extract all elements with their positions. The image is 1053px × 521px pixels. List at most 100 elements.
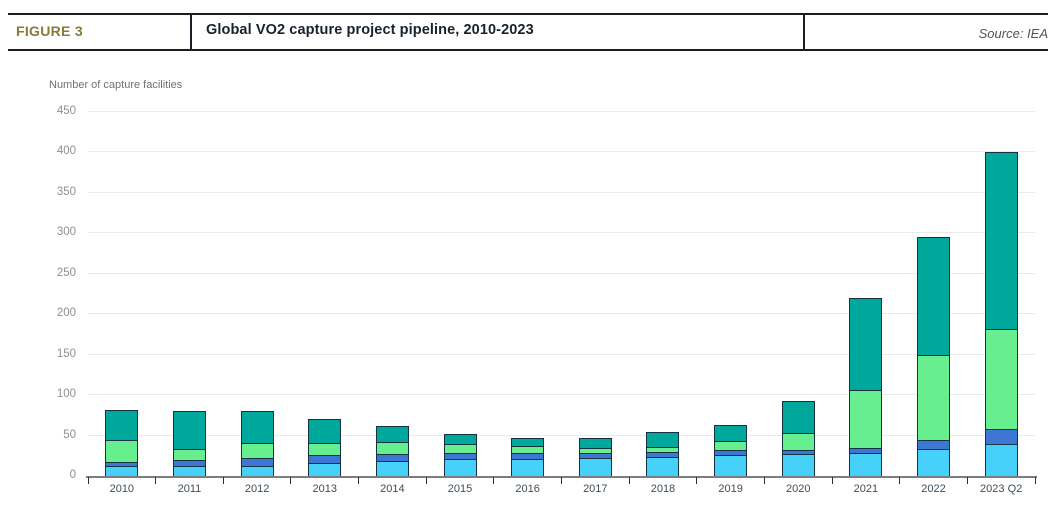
gridline-400	[88, 151, 1035, 153]
light-green-segment	[578, 447, 612, 454]
bar-cell-2015	[426, 433, 494, 476]
gridline-250	[88, 272, 1035, 274]
x-tick-label-2013: 2013	[312, 483, 337, 495]
x-tick-mark	[561, 477, 562, 484]
x-tick-mark	[696, 477, 698, 484]
x-tick-mark	[222, 477, 224, 484]
light-green-segment	[781, 433, 815, 451]
x-tick-label-2010: 2010	[109, 483, 135, 495]
light-blue-bottom-segment	[443, 459, 477, 476]
y-tick-label-200: 200	[56, 307, 76, 320]
x-tick-label-2022: 2022	[921, 483, 946, 495]
y-tick-label-150: 150	[56, 347, 76, 360]
bar-cell-2012	[223, 410, 291, 476]
dark-blue-segment	[240, 458, 274, 467]
x-tick-mark	[290, 477, 292, 484]
gridline-200	[88, 313, 1035, 315]
light-blue-bottom-segment	[646, 457, 680, 476]
dark-blue-segment	[578, 453, 612, 459]
stacked-bar-2011	[172, 411, 206, 476]
bar-cell-2020	[764, 400, 832, 476]
teal-top-segment	[781, 400, 815, 434]
x-tick-mark	[763, 477, 765, 484]
y-tick-label-350: 350	[56, 185, 76, 198]
bar-cell-2016	[494, 438, 562, 476]
light-green-segment	[172, 449, 206, 460]
x-tick-mark	[899, 477, 901, 484]
gridline-50	[88, 434, 1035, 436]
dark-blue-segment	[984, 429, 1018, 444]
light-green-segment	[849, 390, 883, 448]
bar-cell-2014	[359, 425, 427, 476]
x-tick-label-2016: 2016	[515, 483, 540, 495]
x-tick-mark	[358, 477, 360, 484]
stacked-bar-2021	[849, 298, 883, 476]
gridline-450	[88, 111, 1035, 112]
bars-layer	[88, 112, 1035, 476]
stacked-bar-2013	[308, 419, 342, 476]
y-tick-label-0: 0	[69, 469, 76, 481]
bar-cell-2022	[900, 237, 968, 476]
teal-top-segment	[714, 425, 748, 442]
dark-blue-segment	[105, 462, 139, 467]
x-tick-mark	[425, 477, 427, 484]
teal-top-segment	[984, 152, 1018, 329]
teal-top-segment	[917, 237, 950, 355]
x-tick-label-2018: 2018	[650, 483, 676, 495]
x-tick-label-2020: 2020	[785, 483, 811, 495]
bar-cell-2019	[697, 425, 765, 476]
bar-cell-2023-Q2	[967, 152, 1035, 476]
bar-cell-2017	[561, 438, 629, 476]
dark-blue-segment	[511, 453, 545, 460]
stacked-bar-2014	[375, 425, 409, 476]
stacked-bar-2023-Q2	[984, 152, 1018, 476]
bar-cell-2011	[156, 411, 224, 476]
teal-top-segment	[375, 425, 409, 443]
y-tick-label-50: 50	[63, 428, 76, 441]
x-tick-labels: 2010 2011 2012 2013 2014 2015 2016 2017 2018 2019…	[88, 483, 1035, 495]
light-blue-bottom-segment	[781, 454, 815, 476]
dark-blue-segment	[172, 459, 206, 466]
x-tick-label-2017: 2017	[583, 483, 608, 495]
light-green-segment	[984, 328, 1018, 430]
teal-top-segment	[308, 419, 342, 443]
teal-top-segment	[240, 410, 274, 443]
light-green-segment	[646, 446, 680, 452]
bar-cell-2013	[291, 419, 359, 476]
x-tick-mark	[493, 477, 495, 484]
y-tick-label-100: 100	[56, 388, 76, 401]
plot-area	[86, 111, 1037, 478]
stacked-bar-2012	[240, 410, 274, 476]
light-green-segment	[240, 442, 274, 459]
stacked-bar-2020	[781, 400, 815, 476]
header-divider-left	[190, 13, 192, 51]
x-tick-label-2015: 2015	[447, 483, 473, 495]
light-green-segment	[917, 354, 950, 440]
x-tick-mark	[628, 477, 630, 484]
light-blue-bottom-segment	[714, 454, 748, 476]
x-tick-label-2019: 2019	[718, 483, 743, 495]
header-top-rule	[8, 13, 1048, 15]
x-tick-label-2011: 2011	[177, 483, 202, 495]
teal-top-segment	[105, 409, 139, 440]
source-attribution: Source: IEA	[978, 26, 1048, 41]
dark-blue-segment	[443, 453, 477, 460]
teal-top-segment	[849, 298, 883, 391]
teal-top-segment	[578, 438, 612, 448]
light-green-segment	[375, 442, 409, 455]
teal-top-segment	[646, 431, 680, 447]
teal-top-segment	[511, 438, 545, 447]
gridline-300	[88, 232, 1035, 234]
stacked-bar-2010	[105, 409, 139, 476]
teal-top-segment	[443, 433, 477, 445]
light-blue-bottom-segment	[511, 459, 545, 476]
light-green-segment	[714, 441, 748, 451]
x-tick-label-2012: 2012	[244, 483, 270, 495]
figure-number-label: FIGURE 3	[16, 23, 83, 39]
chart-title: Global VO2 capture project pipeline, 201…	[206, 22, 534, 38]
light-green-segment	[443, 444, 477, 454]
y-tick-label-450: 450	[56, 105, 76, 117]
bar-cell-2010	[88, 409, 156, 476]
x-tick-label-2014: 2014	[380, 483, 405, 495]
y-tick-label-300: 300	[56, 226, 76, 239]
